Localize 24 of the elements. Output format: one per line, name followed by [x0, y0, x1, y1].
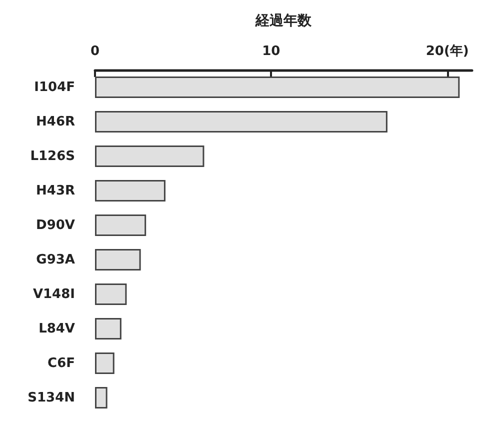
bar	[95, 146, 204, 167]
bar	[95, 111, 388, 132]
x-axis-title: 経過年数	[254, 13, 312, 29]
bar	[95, 180, 166, 202]
bar	[95, 214, 146, 236]
y-tick-label: D90V	[36, 218, 75, 233]
y-tick-label: V148I	[32, 286, 75, 302]
bar	[95, 249, 141, 270]
x-tick-label: 10	[262, 44, 280, 59]
y-tick-label: G93A	[36, 252, 75, 268]
y-tick-label: L126S	[30, 148, 75, 164]
y-tick-label: I104F	[34, 80, 75, 95]
y-tick-label: H46R	[36, 114, 75, 130]
y-tick-label: C6F	[48, 356, 75, 371]
x-tick-label: 20(年)	[426, 44, 469, 59]
bar	[95, 76, 460, 98]
y-tick-label: S134N	[28, 390, 75, 406]
y-tick-label: L84V	[38, 321, 75, 336]
bar	[95, 387, 108, 408]
bar	[95, 352, 114, 374]
x-tick-label: 0	[90, 44, 100, 59]
y-tick-label: H43R	[36, 183, 75, 198]
bar	[95, 318, 122, 340]
bar	[95, 284, 127, 305]
